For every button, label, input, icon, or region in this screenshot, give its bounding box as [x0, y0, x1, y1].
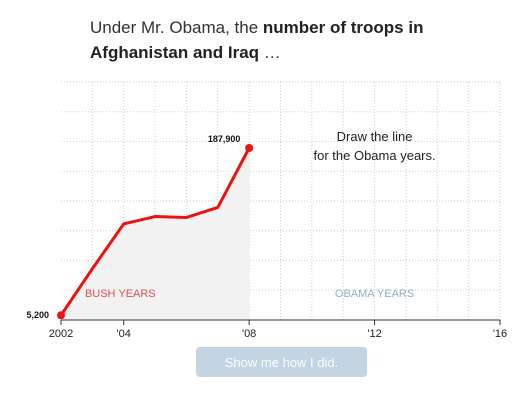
data-points — [57, 143, 254, 320]
draw-prompt-line-1: Draw the line — [337, 129, 413, 144]
x-axis-ticks: 2002 '04 '08 '12 '16 — [49, 320, 507, 340]
x-tick-label: '04 — [117, 328, 131, 340]
show-me-button[interactable]: Show me how I did. — [196, 347, 367, 377]
headline-tail: … — [259, 43, 281, 62]
series-line-troops — [59, 146, 251, 317]
data-label-end: 187,900 — [208, 134, 241, 144]
x-tick-label: '12 — [367, 328, 381, 340]
x-tick-label: '16 — [493, 328, 507, 340]
bush-years-shading — [61, 147, 250, 320]
headline-bold: number of troops in Afghanistan and Iraq — [90, 18, 424, 62]
draw-prompt-line-2: for the Obama years. — [314, 148, 436, 163]
x-tick-label: '08 — [242, 328, 256, 340]
data-point-start — [57, 311, 65, 320]
headline-lead: Under Mr. Obama, the — [90, 18, 263, 37]
x-tick-label: 2002 — [49, 328, 73, 340]
headline: Under Mr. Obama, the number of troops in… — [90, 15, 490, 65]
obama-years-label: OBAMA YEARS — [335, 288, 414, 300]
bush-years-label: BUSH YEARS — [85, 288, 156, 300]
data-label-start: 5,200 — [26, 310, 49, 320]
data-point-end — [245, 143, 254, 152]
